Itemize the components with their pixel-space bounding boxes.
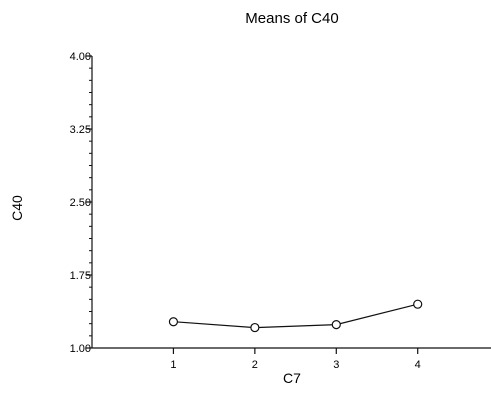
y-minor-ticks	[89, 55, 92, 349]
x-tick-label: 3	[333, 359, 339, 371]
y-axis-label: C40	[9, 195, 25, 221]
y-tick-label: 1.00	[70, 343, 91, 355]
y-tick-label: 1.75	[70, 270, 91, 282]
x-tick-label: 2	[252, 359, 258, 371]
x-tick-label: 4	[415, 359, 421, 371]
y-tick-label: 3.25	[70, 124, 91, 136]
x-ticks	[172, 348, 419, 354]
data-point-marker	[413, 299, 423, 309]
data-point-marker	[250, 322, 260, 333]
y-major-ticks	[86, 55, 92, 349]
x-tick-label: 1	[170, 359, 176, 371]
chart-title: Means of C40	[245, 10, 338, 27]
x-tick-labels: 1 2 3 4	[170, 359, 420, 371]
y-tick-label: 2.50	[70, 197, 91, 209]
series-line	[173, 303, 418, 329]
x-axis-label: C7	[283, 370, 301, 386]
data-point-marker	[168, 317, 179, 327]
data-point-marker	[331, 320, 341, 330]
y-tick-labels: 1.00 1.75 2.50 3.25 4.00	[70, 51, 91, 355]
y-tick-label: 4.00	[70, 51, 91, 63]
series-group	[168, 299, 423, 333]
